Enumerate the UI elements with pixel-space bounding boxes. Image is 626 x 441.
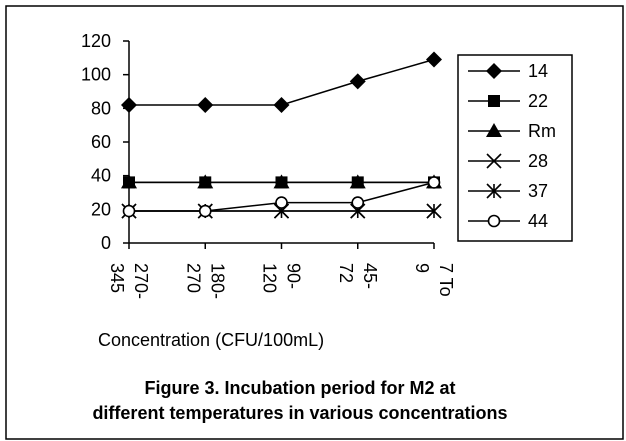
x-tick-label-line: 180- [207,263,227,299]
marker-stroke [486,153,502,169]
legend-label: 44 [528,211,548,231]
legend-label: 22 [528,91,548,111]
point-Rm [349,174,366,189]
caption-line-2: different temperatures in various concen… [92,403,508,423]
point-Rm [121,174,137,189]
y-tick-label: 40 [91,166,111,186]
legend-item-22: 22 [468,91,548,111]
x-tick-label-line: 90- [284,263,304,289]
series-layer [121,51,442,219]
series-44 [122,176,441,218]
legend-item-Rm: Rm [468,121,556,141]
series-Rm [121,174,442,189]
point-Rm [197,174,214,189]
point-14 [426,51,442,68]
point-37 [426,203,442,219]
y-tick-label: 60 [91,132,111,152]
x-tick-label-line: 270- [131,263,151,299]
x-tick-label: 180-270 [183,263,227,299]
y-tick-label: 80 [91,98,111,118]
point-44 [427,176,441,189]
x-tick-label: 90-120 [260,263,304,293]
point-44 [351,196,365,209]
x-tick-label-line: 7 To [436,263,456,297]
x-tick-label-line: 72 [336,263,356,283]
legend: 14 22 Rm 28 37 44 [468,61,556,231]
point-Rm [273,174,290,189]
x-axis-label: Concentration (CFU/100mL) [98,330,325,350]
legend-item-14: 14 [468,61,548,81]
point-14 [197,96,214,113]
y-tick-label: 20 [91,199,111,219]
x-tick-label: 7 To 9 [412,263,456,297]
point-14 [273,96,290,113]
point-44 [275,196,288,209]
point-44 [198,204,212,218]
legend-item-44: 44 [468,211,548,231]
legend-marker [488,95,500,107]
x-tick-label-line: 120 [260,263,280,293]
legend-item-28: 28 [468,151,548,171]
x-tick-label: 270-345 [107,263,151,299]
y-tick-label: 100 [81,65,111,85]
legend-label: 37 [528,181,548,201]
x-tick-label-line: 9 [412,263,432,273]
legend-item-37: 37 [468,181,548,201]
x-tick-label-line: 270 [183,263,203,293]
y-tick-label: 120 [81,31,111,51]
legend-marker [486,63,502,79]
x-tick-label-line: 345 [107,263,127,293]
y-tick-label: 0 [101,233,111,253]
series-14 [121,51,442,113]
x-tick-label-line: 45- [360,263,380,289]
point-44 [122,204,136,218]
legend-label: 28 [528,151,548,171]
legend-label: 14 [528,61,548,81]
legend-marker [486,183,502,199]
legend-marker [487,214,501,228]
x-tick-label: 45-72 [336,263,380,289]
legend-marker [486,123,502,137]
legend-marker [486,153,502,169]
point-14 [121,96,137,113]
outer-border [5,5,624,440]
caption-line-1: Figure 3. Incubation period for M2 at [144,378,456,398]
point-14 [349,73,366,90]
legend-label: Rm [528,121,556,141]
legend-box [457,54,573,242]
